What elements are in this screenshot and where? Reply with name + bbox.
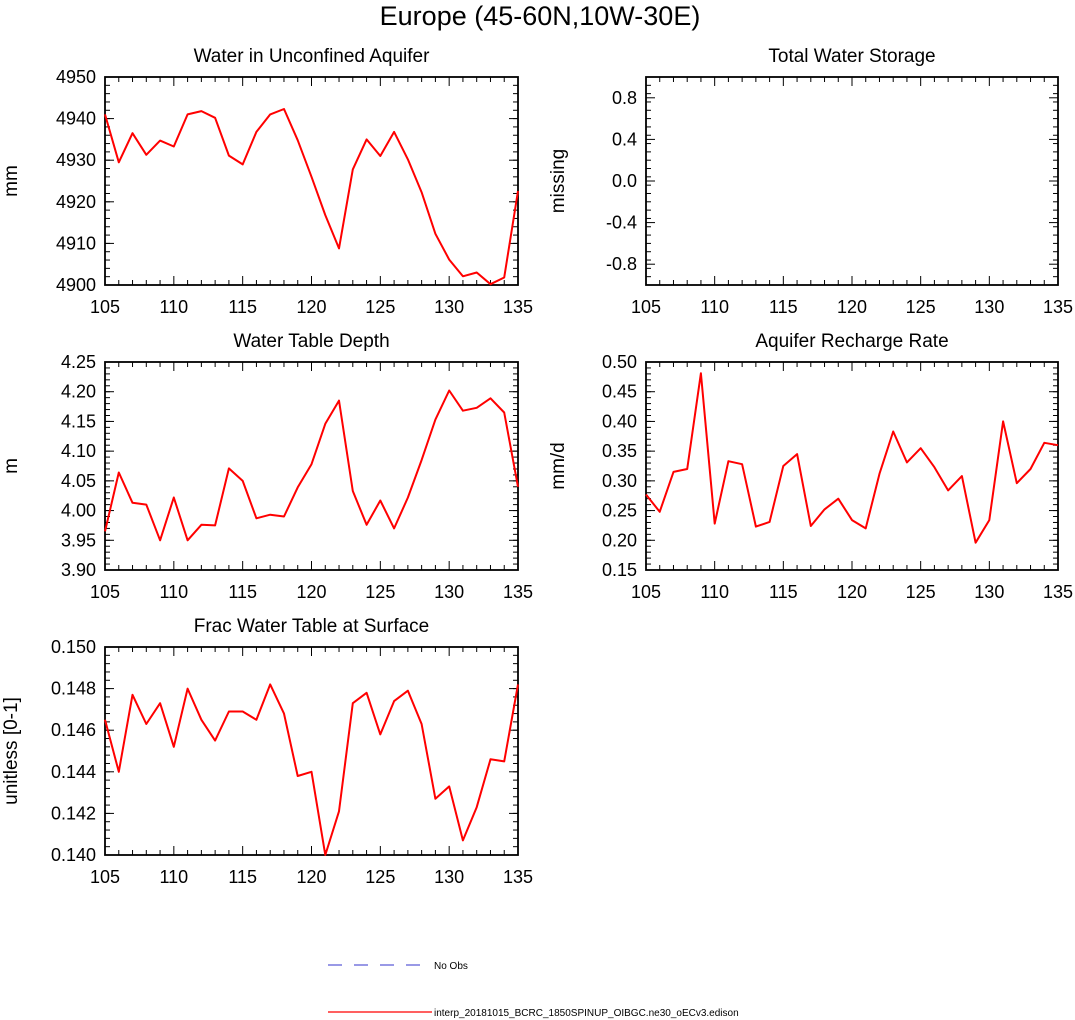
- x-tick-label: 130: [434, 582, 464, 602]
- y-axis-label: m: [1, 458, 22, 474]
- y-tick-label: 0.148: [51, 679, 96, 699]
- x-tick-label: 125: [365, 867, 395, 887]
- y-tick-label: 0.0: [612, 171, 637, 191]
- y-axis-label: unitless [0-1]: [1, 697, 22, 805]
- x-tick-label: 135: [503, 867, 533, 887]
- y-tick-label: 0.144: [51, 762, 96, 782]
- y-tick-label: 0.50: [602, 352, 637, 372]
- y-tick-label: 4930: [56, 150, 96, 170]
- y-axis-label: mm/d: [548, 442, 569, 490]
- x-tick-label: 105: [90, 867, 120, 887]
- legend: No Obs interp_20181015_BCRC_1850SPINUP_O…: [328, 961, 739, 1019]
- plot-frame: [645, 76, 1059, 286]
- series-line: [104, 108, 519, 286]
- x-tick-label: 130: [434, 297, 464, 317]
- panel-title: Aquifer Recharge Rate: [755, 331, 948, 352]
- y-axis-label: missing: [548, 149, 569, 213]
- legend-obs-label: No Obs: [434, 961, 468, 972]
- panel-title: Water Table Depth: [233, 331, 389, 352]
- y-tick-label: 0.20: [602, 530, 637, 550]
- y-tick-label: 4920: [56, 192, 96, 212]
- x-tick-label: 110: [159, 867, 188, 887]
- chart-panel-2: Total Water Storage 105 110 115 120 125 130 135…: [548, 46, 1073, 317]
- x-tick-label: 115: [769, 297, 798, 317]
- x-tick-label: 125: [365, 297, 395, 317]
- y-tick-label: 0.4: [612, 129, 637, 149]
- x-tick-label: 135: [1043, 297, 1073, 317]
- panel-title: Total Water Storage: [768, 46, 935, 67]
- y-tick-label: 0.140: [51, 845, 96, 865]
- y-tick-label: 0.150: [51, 637, 96, 657]
- x-tick-label: 110: [700, 582, 729, 602]
- chart-panel-5: Frac Water Table at Surface 105 110 115 120 1…: [1, 616, 533, 887]
- x-tick-label: 115: [228, 582, 257, 602]
- x-tick-label: 110: [159, 582, 188, 602]
- y-axis-label: mm: [1, 165, 22, 197]
- y-tick-label: 0.35: [602, 441, 637, 461]
- y-tick-label: 4.00: [61, 501, 96, 521]
- y-tick-label: 4.10: [61, 441, 96, 461]
- x-tick-label: 115: [228, 867, 257, 887]
- chart-panel-1: Water in Unconfined Aquifer 105 110 115 120 1…: [1, 46, 533, 317]
- x-tick-label: 105: [90, 582, 120, 602]
- chart-panel-4: Aquifer Recharge Rate 105 110 115 120 125 130 1…: [548, 331, 1073, 602]
- y-tick-label: 0.8: [612, 88, 637, 108]
- y-tick-label: -0.4: [606, 213, 637, 233]
- x-tick-label: 120: [837, 582, 867, 602]
- y-tick-label: 4940: [56, 109, 96, 129]
- y-tick-label: 0.142: [51, 803, 96, 823]
- x-tick-label: 130: [974, 582, 1004, 602]
- x-tick-label: 125: [365, 582, 395, 602]
- y-tick-label: 0.40: [602, 411, 637, 431]
- x-tick-label: 105: [631, 582, 661, 602]
- plot-frame: [104, 646, 519, 856]
- x-tick-label: 120: [296, 297, 326, 317]
- x-tick-label: 120: [296, 582, 326, 602]
- y-tick-label: 4.15: [61, 411, 96, 431]
- panel-title: Water in Unconfined Aquifer: [194, 46, 431, 67]
- y-tick-label: 3.95: [61, 530, 96, 550]
- figure-title: Europe (45-60N,10W-30E): [380, 1, 701, 31]
- x-tick-label: 110: [159, 297, 188, 317]
- x-tick-label: 135: [503, 297, 533, 317]
- plot-frame: [104, 76, 519, 286]
- y-tick-label: 0.15: [602, 560, 637, 580]
- x-tick-label: 120: [296, 867, 326, 887]
- y-tick-label: 4950: [56, 67, 96, 87]
- y-tick-label: 4.25: [61, 352, 96, 372]
- x-tick-label: 135: [503, 582, 533, 602]
- chart-panel-3: Water Table Depth 105 110 115 120 125 130 135 3.…: [1, 331, 533, 602]
- y-tick-label: 4.20: [61, 382, 96, 402]
- y-tick-label: 0.146: [51, 720, 96, 740]
- x-tick-label: 105: [90, 297, 120, 317]
- panel-title: Frac Water Table at Surface: [194, 616, 430, 637]
- y-tick-label: -0.8: [606, 254, 637, 274]
- legend-model-label: interp_20181015_BCRC_1850SPINUP_OIBGC.ne…: [434, 1008, 739, 1019]
- x-tick-label: 130: [434, 867, 464, 887]
- y-tick-label: 4900: [56, 275, 96, 295]
- y-tick-label: 0.45: [602, 382, 637, 402]
- y-tick-label: 3.90: [61, 560, 96, 580]
- y-tick-label: 4.05: [61, 471, 96, 491]
- x-tick-label: 135: [1043, 582, 1073, 602]
- x-tick-label: 125: [906, 582, 936, 602]
- y-tick-label: 4910: [56, 233, 96, 253]
- panels: Water in Unconfined Aquifer 105 110 115 120 1…: [1, 46, 1073, 887]
- y-tick-label: 0.25: [602, 501, 637, 521]
- x-tick-label: 105: [631, 297, 661, 317]
- x-tick-label: 115: [769, 582, 798, 602]
- series-line: [104, 683, 519, 856]
- series-line: [104, 389, 519, 542]
- x-tick-label: 130: [974, 297, 1004, 317]
- x-tick-label: 110: [700, 297, 729, 317]
- y-tick-label: 0.30: [602, 471, 637, 491]
- series-line: [645, 372, 1059, 544]
- x-tick-label: 125: [906, 297, 936, 317]
- x-tick-label: 120: [837, 297, 867, 317]
- x-tick-label: 115: [228, 297, 257, 317]
